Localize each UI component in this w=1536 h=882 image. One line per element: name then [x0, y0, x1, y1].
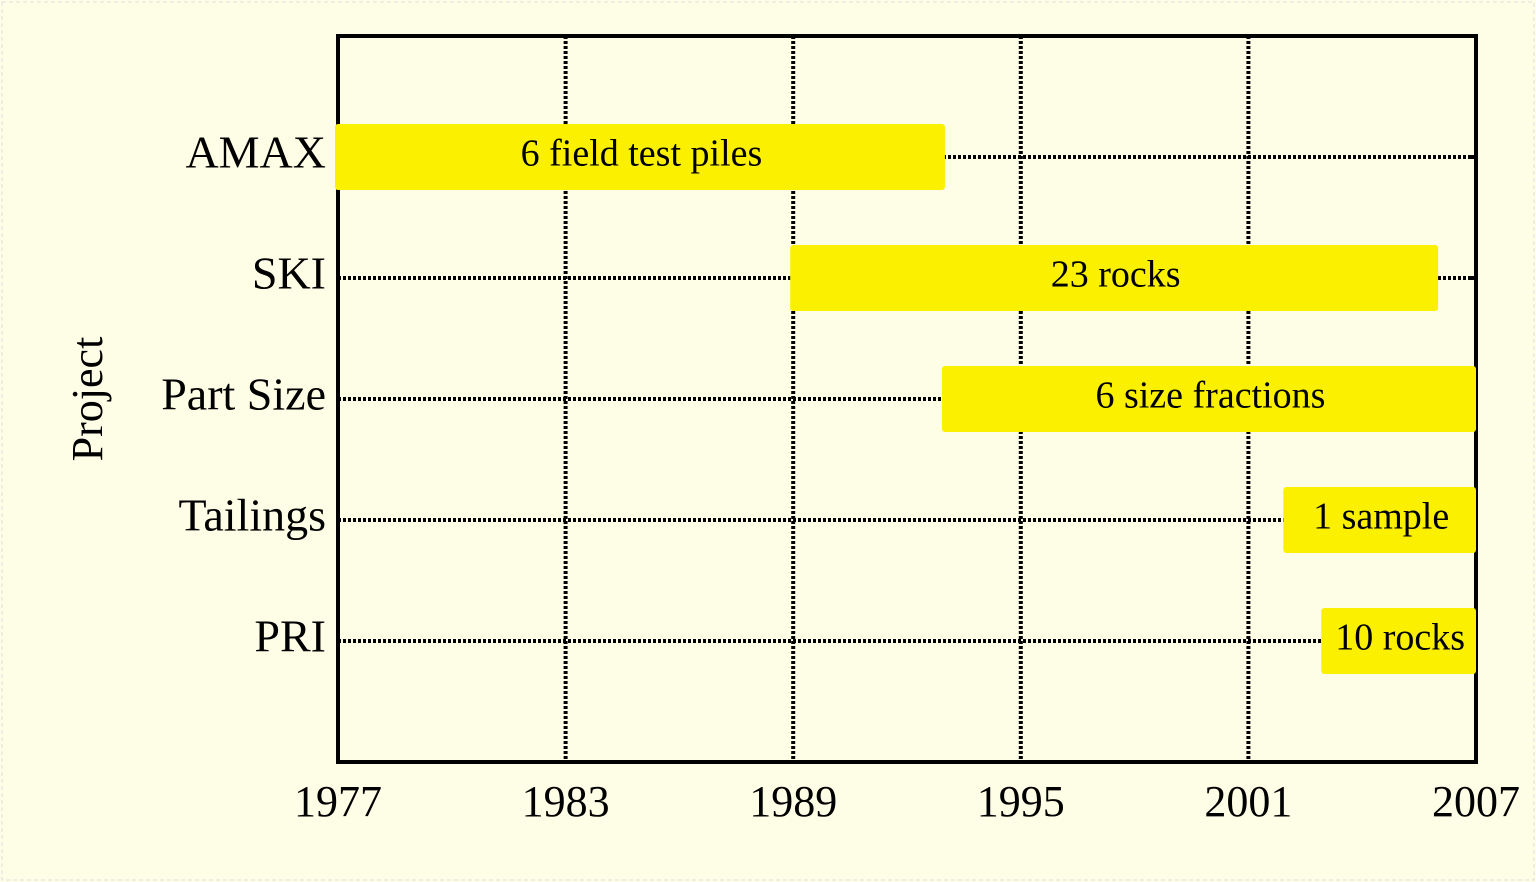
- bar-label: 23 rocks: [1051, 254, 1181, 296]
- bar-label: 10 rocks: [1335, 617, 1465, 659]
- y-tick-label: Tailings: [178, 490, 326, 541]
- x-tick-label: 1995: [977, 777, 1065, 826]
- y-axis-label: Project: [63, 337, 112, 462]
- y-tick-label: AMAX: [185, 127, 326, 178]
- x-tick-label: 1983: [522, 777, 610, 826]
- bar-label: 6 size fractions: [1095, 375, 1325, 417]
- y-tick-label: Part Size: [161, 369, 326, 420]
- bar: [941, 366, 1476, 432]
- x-tick-label: 1989: [749, 777, 837, 826]
- x-tick-label: 2007: [1432, 777, 1520, 826]
- bar-label: 6 field test piles: [521, 133, 763, 175]
- y-tick-label: PRI: [254, 611, 326, 662]
- x-tick-label: 1977: [294, 777, 382, 826]
- bar: [790, 245, 1439, 311]
- y-tick-label: SKI: [252, 248, 326, 299]
- bar: [335, 124, 945, 190]
- bar: [1283, 487, 1476, 553]
- bar-label: 1 sample: [1313, 496, 1449, 538]
- bar: [1321, 608, 1476, 674]
- x-tick-label: 2001: [1204, 777, 1292, 826]
